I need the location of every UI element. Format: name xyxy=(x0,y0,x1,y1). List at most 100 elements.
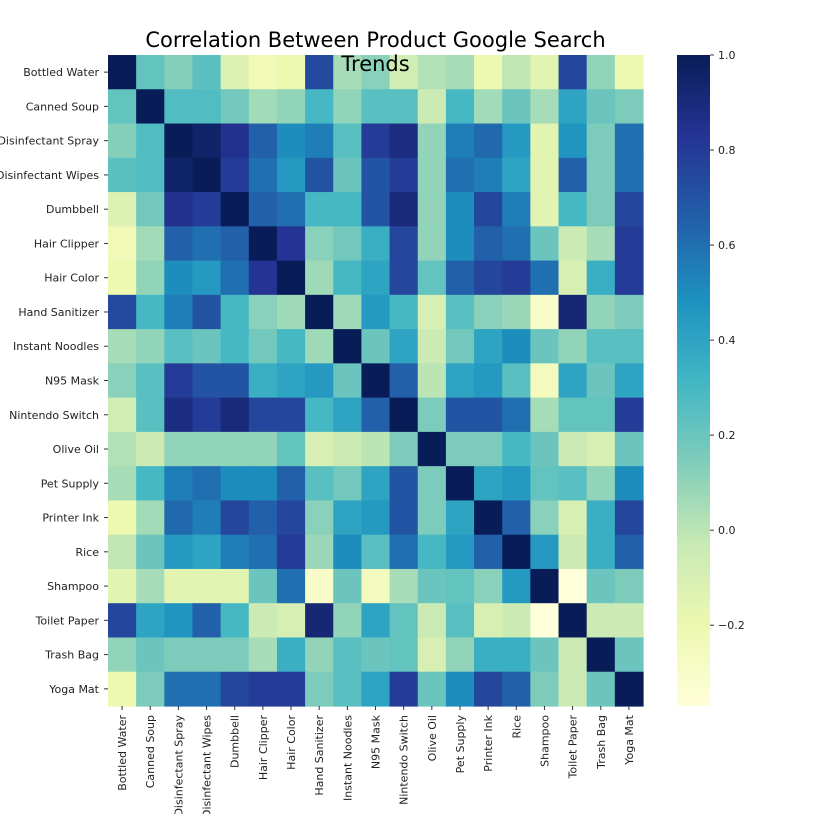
heatmap-cell xyxy=(333,603,363,639)
heatmap-cell xyxy=(614,466,644,502)
heatmap-cell xyxy=(389,397,419,433)
heatmap-cell xyxy=(108,500,137,536)
heatmap-cell xyxy=(502,294,531,330)
heatmap-cell xyxy=(276,226,306,262)
heatmap-cell xyxy=(305,294,334,330)
heatmap-cell xyxy=(333,431,363,467)
heatmap-cell xyxy=(305,192,334,227)
heatmap-cell xyxy=(445,55,475,90)
heatmap-cell xyxy=(276,431,306,467)
heatmap-cell xyxy=(389,466,419,502)
x-tick-label: Bottled Water xyxy=(116,715,129,791)
heatmap-cell xyxy=(558,329,588,364)
heatmap-cell xyxy=(614,363,644,399)
heatmap-cell xyxy=(389,260,419,296)
colorbar-tick-label: 0.6 xyxy=(718,239,736,252)
heatmap-cell xyxy=(614,192,644,227)
heatmap-cell xyxy=(445,603,475,639)
heatmap-cell xyxy=(248,192,278,227)
heatmap-cell xyxy=(445,500,475,536)
heatmap-cell xyxy=(417,431,447,467)
heatmap-cell xyxy=(248,568,278,604)
heatmap-cell xyxy=(502,260,531,296)
x-tick-label: Disinfectant Spray xyxy=(172,715,185,814)
heatmap-cell xyxy=(248,123,278,159)
heatmap-cell xyxy=(586,55,616,90)
heatmap-cell xyxy=(361,397,391,433)
heatmap-cell xyxy=(558,671,588,707)
heatmap-cell xyxy=(108,397,137,433)
heatmap-cell xyxy=(220,192,250,227)
heatmap-cell xyxy=(530,500,560,536)
heatmap-cell xyxy=(136,226,165,262)
heatmap-cell xyxy=(614,637,644,673)
heatmap-cell xyxy=(558,123,588,159)
heatmap-cell xyxy=(276,534,306,570)
heatmap-cell xyxy=(558,568,588,604)
x-tick-label: Olive Oil xyxy=(426,715,439,761)
heatmap-cell xyxy=(333,89,363,125)
heatmap-cell xyxy=(333,466,363,502)
heatmap-cell xyxy=(248,294,278,330)
heatmap-cell xyxy=(333,192,363,227)
x-tick-label: Printer Ink xyxy=(482,714,495,771)
heatmap-cell xyxy=(586,637,616,673)
chart-title: Correlation Between Product Google Searc… xyxy=(145,28,606,76)
x-tick-label: Nintendo Switch xyxy=(398,715,411,805)
heatmap-cell xyxy=(474,363,503,399)
heatmap-cell xyxy=(192,226,222,262)
heatmap-cell xyxy=(586,671,616,707)
heatmap-cell xyxy=(389,534,419,570)
heatmap-cell xyxy=(417,363,447,399)
x-tick-label: Yoga Mat xyxy=(623,714,636,765)
heatmap-cell xyxy=(305,157,334,193)
colorbar-tick-label: 0.8 xyxy=(718,144,736,157)
heatmap-cell xyxy=(502,329,531,364)
heatmap-cell xyxy=(586,192,616,227)
heatmap-cell xyxy=(108,123,137,159)
heatmap-cell xyxy=(333,534,363,570)
heatmap-cell xyxy=(192,637,222,673)
colorbar-gradient xyxy=(677,55,710,706)
heatmap-cell xyxy=(502,363,531,399)
x-tick-label: Shampoo xyxy=(538,715,551,767)
heatmap-cell xyxy=(361,329,391,364)
heatmap-cell xyxy=(417,294,447,330)
heatmap-cell xyxy=(389,294,419,330)
heatmap-cell xyxy=(502,637,531,673)
heatmap-cell xyxy=(417,397,447,433)
heatmap-cell xyxy=(389,226,419,262)
heatmap-cell xyxy=(417,671,447,707)
y-tick-label: Olive Oil xyxy=(53,443,99,456)
heatmap-cell xyxy=(417,89,447,125)
heatmap-cell xyxy=(220,294,250,330)
heatmap-cell xyxy=(164,534,194,570)
heatmap-cell xyxy=(136,603,165,639)
heatmap-cell xyxy=(474,568,503,604)
heatmap-cell xyxy=(276,89,306,125)
heatmap-cell xyxy=(220,568,250,604)
heatmap-cell xyxy=(530,89,560,125)
heatmap-cell xyxy=(445,260,475,296)
heatmap-cell xyxy=(108,55,137,90)
heatmap-cell xyxy=(305,466,334,502)
x-tick-label: Hand Sanitizer xyxy=(313,715,326,796)
heatmap-cell xyxy=(502,55,531,90)
heatmap-cell xyxy=(248,466,278,502)
heatmap-cell xyxy=(530,363,560,399)
heatmap-cell xyxy=(248,363,278,399)
x-tick-label: Dumbbell xyxy=(229,715,242,768)
heatmap-cell xyxy=(502,397,531,433)
heatmap-cell xyxy=(474,466,503,502)
y-tick-label: Printer Ink xyxy=(42,512,99,525)
heatmap-cell xyxy=(108,637,137,673)
heatmap-cell xyxy=(614,89,644,125)
heatmap-cell xyxy=(417,466,447,502)
heatmap-cell xyxy=(530,466,560,502)
heatmap-cell xyxy=(502,157,531,193)
heatmap-cell xyxy=(361,123,391,159)
heatmap-cell xyxy=(305,123,334,159)
y-tick-label: Yoga Mat xyxy=(48,683,99,696)
heatmap-cell xyxy=(248,157,278,193)
